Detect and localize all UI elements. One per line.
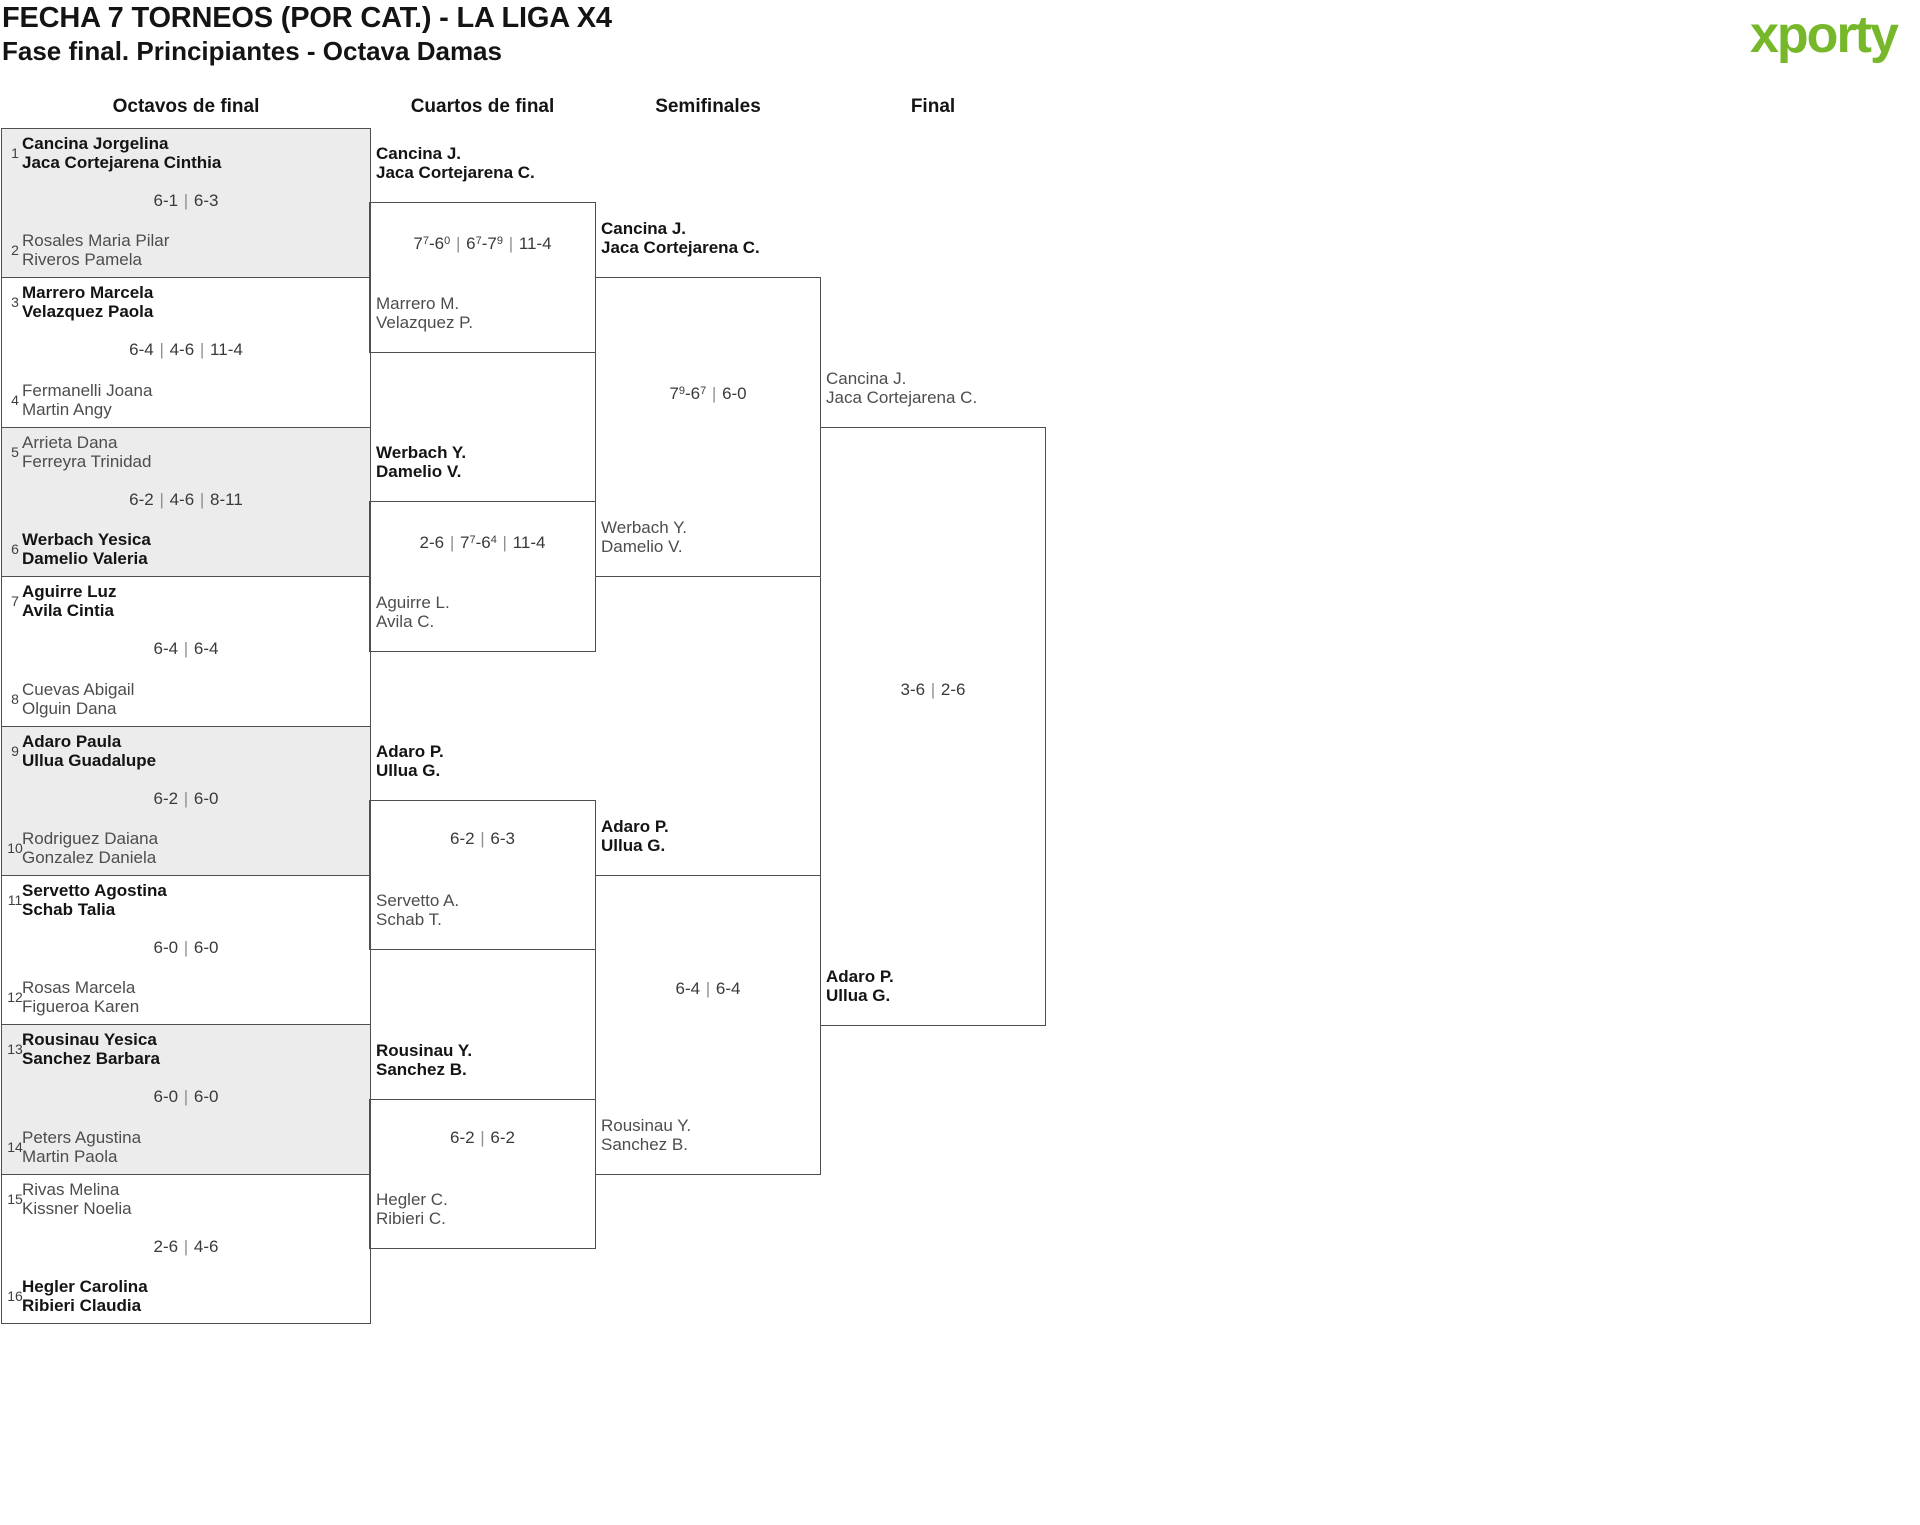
r16-m8-score: 2-6 | 4-6 — [153, 1237, 219, 1256]
r16-m2-team-top: Marrero Marcela Velazquez Paola — [22, 283, 154, 321]
qf-3-score: 6-2 | 6-3 — [449, 829, 515, 848]
r16-m2-seed-bottom: 4 — [11, 392, 19, 408]
r16-m3-seed-top: 5 — [11, 444, 19, 460]
r16-m2-team-bottom: Fermanelli Joana Martin Angy — [22, 381, 153, 419]
r16-m6-seed-bottom: 12 — [7, 989, 23, 1005]
final-score: 3-6 | 2-6 — [900, 680, 966, 699]
r16-m6-score: 6-0 | 6-0 — [153, 938, 219, 957]
qf-4-team-bottom: Hegler C. Ribieri C. — [376, 1190, 448, 1228]
r16-m6-team-top: Servetto Agostina Schab Talia — [22, 881, 167, 919]
qf-4-team-top: Rousinau Y. Sanchez B. — [376, 1041, 473, 1079]
sf-1-team-bottom: Werbach Y. Damelio V. — [601, 518, 688, 556]
qf-3-team-top: Adaro P. Ullua G. — [376, 742, 444, 780]
r16-m4-score: 6-4 | 6-4 — [153, 639, 219, 658]
r16-m1-team-top: Cancina Jorgelina Jaca Cortejarena Cinthi… — [22, 134, 222, 172]
r16-m8-seed-top: 15 — [7, 1191, 23, 1207]
r16-m7-score: 6-0 | 6-0 — [153, 1087, 219, 1106]
column-header-octavos: Octavos de final — [112, 96, 260, 117]
qf-2-score: 2-6 | 77-64 | 11-4 — [419, 533, 546, 552]
r16-m3-seed-bottom: 6 — [11, 541, 19, 557]
page-title: FECHA 7 TORNEOS (POR CAT.) - LA LIGA X4 — [2, 2, 612, 34]
sf-2-score: 6-4 | 6-4 — [675, 979, 741, 998]
r16-m7-team-bottom: Peters Agustina Martin Paola — [22, 1128, 142, 1166]
qf-4-score: 6-2 | 6-2 — [449, 1128, 515, 1147]
logo-wordmark[interactable]: xporty — [1750, 6, 1899, 64]
r16-match-4 — [1, 576, 371, 727]
qf-2-team-bottom: Aguirre L. Avila C. — [376, 593, 450, 631]
r16-m6-seed-top: 11 — [7, 892, 23, 908]
r16-match-5 — [1, 726, 371, 876]
r16-m2-seed-top: 3 — [11, 294, 19, 310]
column-header-final: Final — [910, 96, 956, 117]
sf-1-team-top: Cancina J. Jaca Cortejarena C. — [601, 219, 760, 257]
r16-m1-score: 6-1 | 6-3 — [153, 191, 219, 210]
r16-m7-seed-bottom: 14 — [7, 1139, 23, 1155]
r16-match-2 — [1, 277, 371, 428]
final-team-bottom: Adaro P. Ullua G. — [826, 967, 894, 1005]
r16-m3-team-bottom: Werbach Yesica Damelio Valeria — [22, 530, 151, 568]
r16-m2-score: 6-4 | 4-6 | 11-4 — [129, 340, 243, 359]
r16-m8-team-bottom: Hegler Carolina Ribieri Claudia — [22, 1277, 148, 1315]
r16-m3-score: 6-2 | 4-6 | 8-11 — [129, 490, 243, 509]
r16-m1-seed-top: 1 — [11, 145, 19, 161]
sf-2-team-top: Adaro P. Ullua G. — [601, 817, 669, 855]
r16-m8-seed-bottom: 16 — [7, 1288, 23, 1304]
r16-m1-seed-bottom: 2 — [11, 242, 19, 258]
r16-m7-seed-top: 13 — [7, 1041, 23, 1057]
r16-m4-team-bottom: Cuevas Abigail Olguin Dana — [22, 680, 135, 718]
r16-m3-team-top: Arrieta Dana Ferreyra Trinidad — [22, 433, 152, 471]
qf-1-team-bottom: Marrero M. Velazquez P. — [376, 294, 474, 332]
r16-m5-score: 6-2 | 6-0 — [153, 789, 219, 808]
r16-m7-team-top: Rousinau Yesica Sanchez Barbara — [22, 1030, 160, 1068]
r16-m5-seed-top: 9 — [11, 743, 19, 759]
qf-1-team-top: Cancina J. Jaca Cortejarena C. — [376, 144, 535, 182]
r16-match-8 — [1, 1174, 371, 1324]
r16-m6-team-bottom: Rosas Marcela Figueroa Karen — [22, 978, 140, 1016]
r16-m4-team-top: Aguirre Luz Avila Cintia — [22, 582, 117, 620]
r16-match-7 — [1, 1024, 371, 1175]
sf-1-score: 79-67 | 6-0 — [669, 384, 747, 403]
r16-m5-team-bottom: Rodriguez Daiana Gonzalez Daniela — [22, 829, 159, 867]
column-header-cuartos: Cuartos de final — [410, 96, 555, 117]
r16-m4-seed-top: 7 — [11, 593, 19, 609]
r16-m4-seed-bottom: 8 — [11, 691, 19, 707]
r16-match-1 — [1, 128, 371, 278]
final-team-top: Cancina J. Jaca Cortejarena C. — [826, 369, 978, 407]
r16-m1-team-bottom: Rosales Maria Pilar Riveros Pamela — [22, 231, 170, 269]
page-subtitle: Fase final. Principiantes - Octava Damas — [2, 36, 502, 66]
r16-match-6 — [1, 875, 371, 1025]
r16-m8-team-top: Rivas Melina Kissner Noelia — [22, 1180, 132, 1218]
qf-2-team-top: Werbach Y. Damelio V. — [376, 443, 467, 481]
final-box — [820, 427, 1046, 1026]
sf-2-team-bottom: Rousinau Y. Sanchez B. — [601, 1116, 692, 1154]
r16-m5-team-top: Adaro Paula Ullua Guadalupe — [22, 732, 157, 770]
column-header-semifinales: Semifinales — [655, 96, 761, 117]
qf-3-team-bottom: Servetto A. Schab T. — [376, 891, 460, 929]
r16-m5-seed-bottom: 10 — [7, 840, 23, 856]
qf-1-score: 77-60 | 67-79 | 11-4 — [413, 234, 552, 253]
